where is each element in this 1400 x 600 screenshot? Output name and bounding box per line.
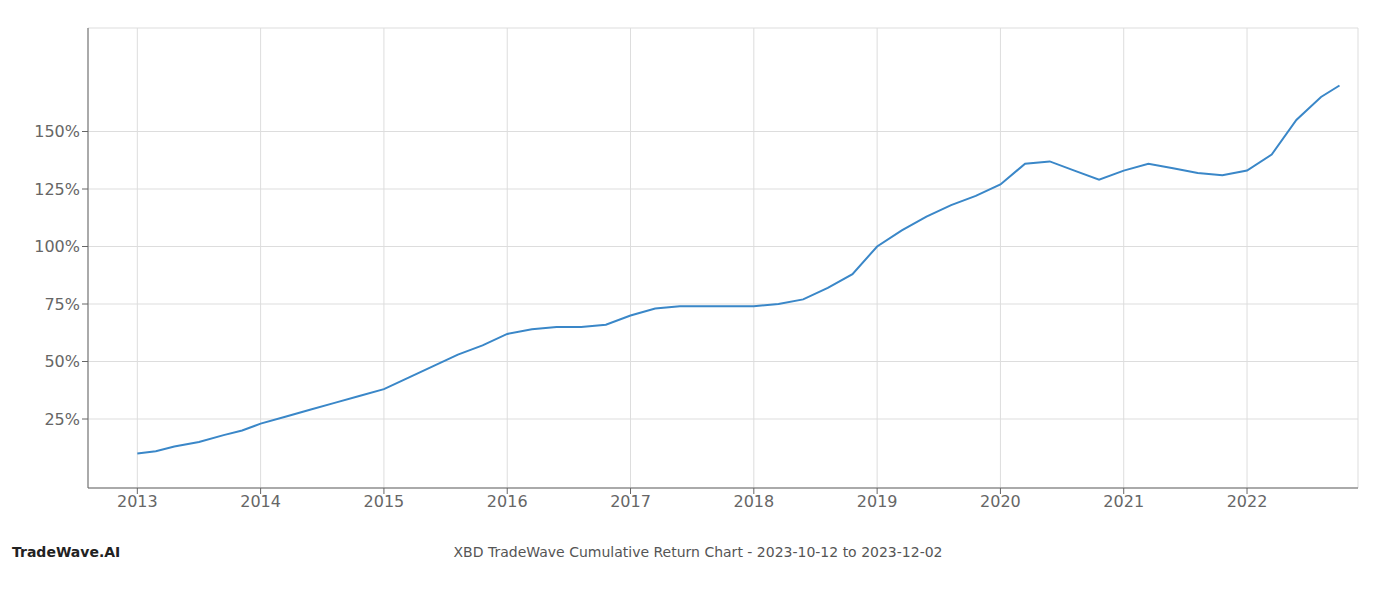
svg-text:2013: 2013: [117, 492, 158, 511]
svg-text:2021: 2021: [1103, 492, 1144, 511]
svg-text:125%: 125%: [34, 180, 80, 199]
svg-text:2014: 2014: [240, 492, 281, 511]
svg-text:2017: 2017: [610, 492, 651, 511]
html-text:XBD TradeWave Cumulative Retur: XBD TradeWave Cumulative Return Chart - …: [453, 544, 943, 560]
svg-text:2018: 2018: [733, 492, 774, 511]
svg-text:2020: 2020: [980, 492, 1021, 511]
svg-text:2022: 2022: [1227, 492, 1268, 511]
svg-text:100%: 100%: [34, 237, 80, 256]
svg-text:2015: 2015: [364, 492, 405, 511]
svg-text:150%: 150%: [34, 122, 80, 141]
svg-text:75%: 75%: [44, 295, 80, 314]
svg-text:25%: 25%: [44, 410, 80, 429]
html-text:TradeWave.AI: TradeWave.AI: [12, 544, 121, 560]
svg-text:2016: 2016: [487, 492, 528, 511]
svg-text:50%: 50%: [44, 352, 80, 371]
svg-text:2019: 2019: [857, 492, 898, 511]
